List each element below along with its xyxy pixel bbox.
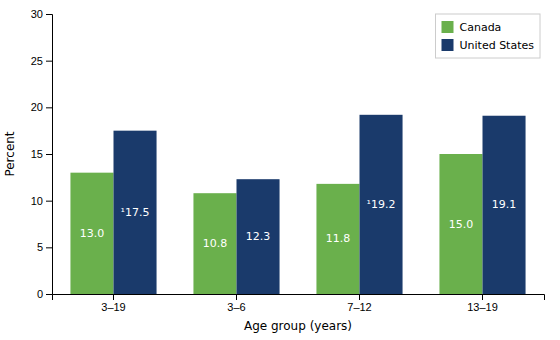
x-tick-mark — [236, 294, 237, 300]
bar — [360, 115, 403, 294]
x-tick-label: 7–12 — [347, 301, 371, 313]
x-axis-line — [53, 295, 545, 301]
y-tick-label: 0 — [37, 288, 43, 300]
bar — [193, 193, 236, 294]
y-tick-label: 10 — [31, 195, 43, 207]
legend-label: Canada — [460, 21, 502, 34]
y-tick-mark — [46, 247, 52, 248]
y-tick: 5 — [37, 241, 52, 253]
y-tick-label: 15 — [31, 148, 43, 160]
x-tick-mark — [359, 294, 360, 300]
y-tick: 15 — [31, 148, 52, 160]
x-tick-label: 3–6 — [227, 301, 245, 313]
y-tick-label: 5 — [37, 241, 43, 253]
bar — [439, 154, 482, 294]
bars — [70, 115, 525, 294]
chart: 13.0 10.8 11.8 15.0 ¹17.5 12.3 ¹19.2 19.1 0 5 10 15… — [0, 0, 560, 340]
bar — [316, 184, 359, 294]
plot: 13.0 10.8 11.8 15.0 ¹17.5 12.3 ¹19.2 19.1 0 5 10 15… — [3, 8, 545, 333]
data-label: 13.0 — [80, 227, 105, 240]
x-axis-title: Age group (years) — [244, 319, 352, 333]
x-axis: 3–19 3–6 7–12 13–19 — [53, 294, 545, 313]
y-tick: 10 — [31, 195, 52, 207]
bar — [483, 116, 526, 294]
y-axis-title: Percent — [3, 131, 17, 176]
y-tick-mark — [46, 14, 52, 15]
y-tick: 25 — [31, 55, 52, 67]
series — [114, 115, 526, 294]
y-tick-label: 25 — [31, 55, 43, 67]
bar — [237, 179, 280, 294]
x-tick-mark — [482, 294, 483, 300]
legend-item: United States — [442, 39, 535, 52]
y-tick: 20 — [31, 101, 52, 113]
x-tick-label: 3–19 — [101, 301, 125, 313]
data-label: 12.3 — [246, 230, 271, 243]
y-axis: 0 5 10 15 20 25 30 — [31, 8, 53, 300]
x-tick-label: 13–19 — [467, 301, 498, 313]
x-tick: 3–19 — [101, 294, 125, 313]
legend-swatch — [442, 39, 454, 51]
bar — [114, 131, 157, 294]
y-tick-label: 30 — [31, 8, 43, 20]
y-tick-mark — [46, 154, 52, 155]
data-label: 10.8 — [203, 237, 228, 250]
y-tick-label: 20 — [31, 101, 43, 113]
legend-label: United States — [460, 39, 535, 52]
y-tick-mark — [46, 294, 52, 295]
data-label: 19.1 — [492, 198, 517, 211]
y-tick-mark — [46, 61, 52, 62]
y-axis-line — [46, 15, 53, 295]
y-tick-mark — [46, 201, 52, 202]
y-tick: 30 — [31, 8, 52, 20]
legend-swatch — [442, 21, 454, 33]
x-tick: 3–6 — [227, 294, 245, 313]
bar — [70, 173, 113, 294]
legend-box — [436, 14, 541, 58]
data-label: ¹19.2 — [367, 198, 396, 211]
legend-item: Canada — [442, 21, 502, 34]
legend: Canada United States — [436, 14, 541, 58]
data-label: ¹17.5 — [121, 206, 150, 219]
y-tick: 0 — [37, 288, 52, 300]
data-label: 11.8 — [326, 232, 351, 245]
data-labels: 13.0 10.8 11.8 15.0 ¹17.5 12.3 ¹19.2 19.1 — [80, 198, 517, 250]
y-tick-mark — [46, 107, 52, 108]
x-tick: 13–19 — [467, 294, 498, 313]
x-tick-mark — [113, 294, 114, 300]
x-tick: 7–12 — [347, 294, 371, 313]
data-label: 15.0 — [449, 218, 474, 231]
